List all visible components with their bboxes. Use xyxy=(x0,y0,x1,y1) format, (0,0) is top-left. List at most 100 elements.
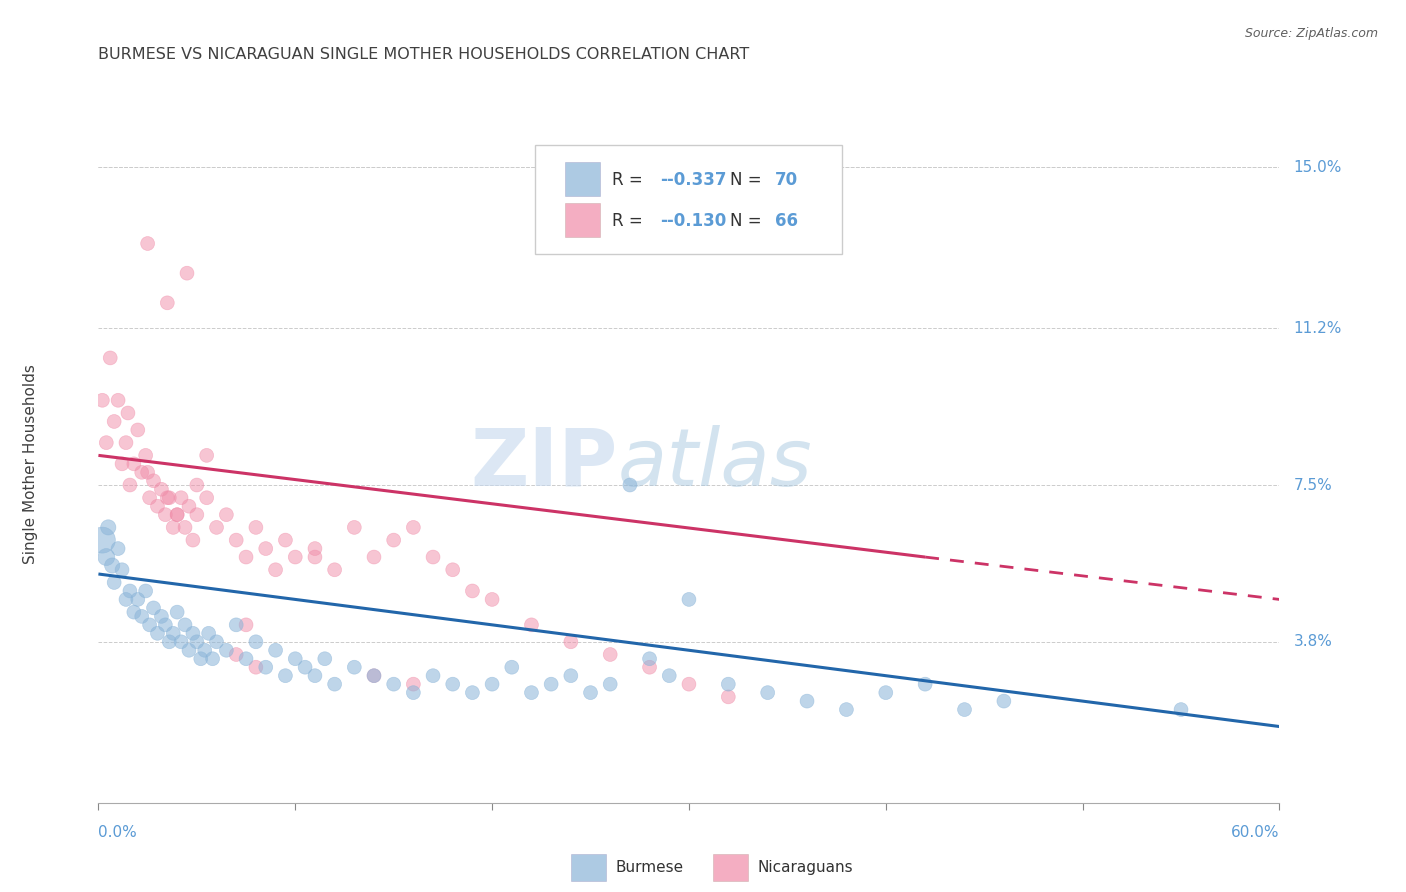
Text: 0.0%: 0.0% xyxy=(98,825,138,840)
Text: 15.0%: 15.0% xyxy=(1294,160,1341,175)
Point xyxy=(304,541,326,556)
Point xyxy=(402,677,425,691)
Point xyxy=(284,549,307,565)
Text: Nicaraguans: Nicaraguans xyxy=(758,860,853,875)
Point xyxy=(461,685,484,699)
Point xyxy=(97,520,120,534)
Text: --0.337: --0.337 xyxy=(661,170,727,189)
Point xyxy=(678,677,700,691)
Point xyxy=(323,677,346,691)
FancyBboxPatch shape xyxy=(565,162,600,196)
Point xyxy=(225,617,247,632)
Point xyxy=(235,617,257,632)
Point xyxy=(481,592,503,607)
Point xyxy=(205,635,228,649)
Point xyxy=(103,575,125,590)
Point xyxy=(111,563,134,577)
Point xyxy=(177,500,200,514)
Point xyxy=(186,635,208,649)
Point xyxy=(914,677,936,691)
Point xyxy=(264,563,287,577)
Point xyxy=(176,266,198,280)
Point xyxy=(155,617,177,632)
Point xyxy=(155,508,177,522)
Point xyxy=(363,669,385,683)
Point xyxy=(135,583,157,598)
Point xyxy=(131,609,153,624)
Text: N =: N = xyxy=(730,212,768,230)
Point xyxy=(304,549,326,565)
Point xyxy=(107,541,129,556)
Text: 11.2%: 11.2% xyxy=(1294,321,1341,335)
Text: atlas: atlas xyxy=(619,425,813,503)
Point xyxy=(162,520,184,534)
Point xyxy=(162,626,184,640)
Text: R =: R = xyxy=(612,212,648,230)
Text: R =: R = xyxy=(612,170,648,189)
Point xyxy=(115,592,138,607)
Point xyxy=(215,508,238,522)
Point xyxy=(560,669,582,683)
Point xyxy=(382,533,405,547)
Point xyxy=(96,435,118,450)
Point xyxy=(190,651,212,665)
Point xyxy=(382,677,405,691)
Point xyxy=(875,685,897,699)
Text: Source: ZipAtlas.com: Source: ZipAtlas.com xyxy=(1244,27,1378,40)
Text: ZIP: ZIP xyxy=(471,425,619,503)
Point xyxy=(127,423,149,437)
Point xyxy=(756,685,779,699)
Point xyxy=(993,694,1015,708)
Point xyxy=(195,448,218,462)
Point xyxy=(294,660,316,674)
Text: 3.8%: 3.8% xyxy=(1294,634,1333,649)
Point xyxy=(540,677,562,691)
Point xyxy=(717,677,740,691)
Point xyxy=(245,660,267,674)
Text: 60.0%: 60.0% xyxy=(1232,825,1279,840)
Point xyxy=(481,677,503,691)
Point xyxy=(96,549,118,565)
Point xyxy=(111,457,134,471)
Point xyxy=(245,520,267,534)
Point xyxy=(103,414,125,429)
Point xyxy=(314,651,336,665)
Point xyxy=(343,660,366,674)
FancyBboxPatch shape xyxy=(536,145,842,253)
Text: N =: N = xyxy=(730,170,768,189)
Point xyxy=(264,643,287,657)
FancyBboxPatch shape xyxy=(713,854,748,880)
Point xyxy=(363,669,385,683)
Point xyxy=(343,520,366,534)
Point xyxy=(142,474,165,488)
Point xyxy=(150,482,173,496)
Point xyxy=(170,491,193,505)
Point xyxy=(107,393,129,408)
Point xyxy=(205,520,228,534)
Point xyxy=(579,685,602,699)
Point xyxy=(274,669,297,683)
Point xyxy=(835,703,858,717)
Point xyxy=(235,549,257,565)
Point xyxy=(146,500,169,514)
Text: 66: 66 xyxy=(775,212,799,230)
Text: Burmese: Burmese xyxy=(616,860,683,875)
Point xyxy=(157,635,180,649)
Point xyxy=(117,406,139,420)
Point xyxy=(197,626,219,640)
Point xyxy=(115,435,138,450)
Point xyxy=(599,677,621,691)
Point xyxy=(619,478,641,492)
Point xyxy=(194,643,217,657)
Point xyxy=(215,643,238,657)
Point xyxy=(245,635,267,649)
Point xyxy=(441,563,464,577)
Point xyxy=(402,685,425,699)
Point xyxy=(150,609,173,624)
Point xyxy=(186,508,208,522)
Text: --0.130: --0.130 xyxy=(661,212,727,230)
FancyBboxPatch shape xyxy=(565,202,600,236)
Point xyxy=(717,690,740,704)
Point xyxy=(1170,703,1192,717)
Point xyxy=(156,296,179,310)
